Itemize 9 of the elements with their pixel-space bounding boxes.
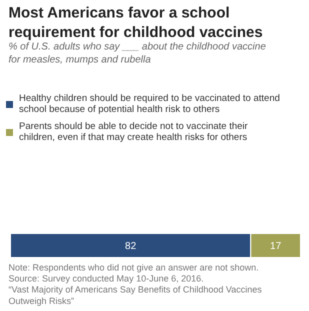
data-label: 17 — [270, 241, 282, 252]
text: “Vast Majority of Americans Say Benefits of Childhood Vaccines Outweigh Risks” — [8, 284, 262, 306]
legend-label: Healthy children should be required to be vaccinated to attend school because of potential health risk to others — [19, 93, 280, 115]
legend-label: Parents should be able to decide not to vaccinate their children, even if that may create health risks for others — [19, 121, 248, 143]
chart-title: Most Americans favor a school requirement for childhood vaccines — [8, 4, 263, 42]
text: Note: Respondents who did not give an answer are not shown. — [8, 262, 259, 272]
data-label: 82 — [125, 241, 137, 252]
chart-subtitle: % of U.S. adults who say ___ about the childhood vaccine for measles, mumps and rubella — [8, 42, 266, 66]
source-note: Source: Survey conducted May 10-June 6, 2016. — [8, 274, 204, 284]
